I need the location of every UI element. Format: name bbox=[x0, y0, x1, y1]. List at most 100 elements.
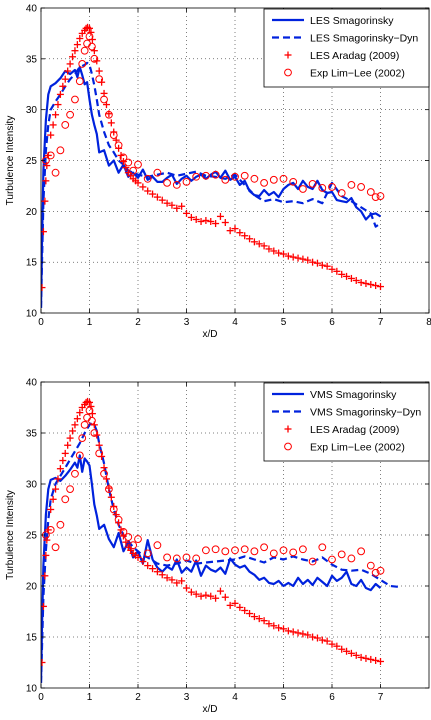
data-point bbox=[66, 110, 74, 119]
x-tick-label: 8 bbox=[426, 317, 431, 328]
data-point bbox=[376, 566, 385, 575]
data-point bbox=[95, 449, 104, 458]
data-point bbox=[372, 282, 380, 290]
data-point bbox=[95, 67, 103, 75]
data-point bbox=[308, 179, 317, 188]
data-point bbox=[129, 166, 138, 175]
legend-label: LES Smagorinsky bbox=[310, 15, 394, 27]
series-group bbox=[41, 23, 385, 308]
data-point bbox=[221, 593, 229, 601]
data-point bbox=[41, 572, 49, 580]
data-point bbox=[260, 543, 269, 552]
data-point bbox=[265, 245, 273, 253]
legend-label: LES Smagorinsky−Dyn bbox=[310, 32, 418, 44]
data-point bbox=[61, 75, 69, 83]
legend-item: Exp Lim−Lee (2002) bbox=[284, 67, 405, 79]
data-point bbox=[41, 284, 46, 292]
y-tick-label: 20 bbox=[26, 582, 38, 593]
x-tick-label: 2 bbox=[135, 692, 141, 703]
data-point bbox=[212, 220, 220, 228]
data-point bbox=[88, 42, 96, 51]
data-point bbox=[371, 193, 380, 202]
y-tick-label: 40 bbox=[26, 378, 38, 389]
data-point bbox=[313, 634, 321, 642]
data-point bbox=[338, 645, 346, 653]
data-point bbox=[357, 279, 365, 286]
series-solid-line bbox=[41, 65, 382, 308]
data-point bbox=[139, 183, 147, 191]
data-point bbox=[187, 588, 195, 596]
data-point bbox=[357, 547, 366, 556]
legend-item: Exp Lim−Lee (2002) bbox=[284, 441, 405, 453]
x-tick-label: 5 bbox=[281, 317, 287, 328]
data-point bbox=[216, 212, 224, 220]
data-point bbox=[56, 146, 65, 155]
legend-label: Exp Lim−Lee (2002) bbox=[310, 441, 405, 453]
data-point bbox=[192, 554, 201, 563]
x-tick-label: 7 bbox=[378, 317, 384, 328]
legend-label: Exp Lim−Lee (2002) bbox=[310, 67, 405, 79]
data-point bbox=[51, 543, 60, 552]
data-point bbox=[163, 199, 171, 207]
data-point bbox=[95, 441, 103, 449]
data-point bbox=[328, 555, 336, 564]
y-tick-label: 40 bbox=[26, 4, 38, 15]
data-point bbox=[202, 171, 210, 180]
x-tick-label: 6 bbox=[329, 692, 335, 703]
data-point bbox=[246, 235, 254, 243]
data-point bbox=[163, 574, 171, 582]
data-point bbox=[107, 493, 115, 501]
legend-swatch bbox=[284, 425, 292, 433]
data-point bbox=[207, 218, 215, 225]
data-point bbox=[105, 110, 113, 119]
data-point bbox=[289, 253, 297, 261]
data-point bbox=[333, 267, 341, 275]
x-tick-label: 0 bbox=[38, 317, 44, 328]
data-point bbox=[163, 553, 172, 562]
data-point bbox=[294, 254, 302, 262]
legend-label: VMS Smagorinsky bbox=[310, 389, 397, 401]
chart-bottom: 0 1 2 3 4 5 6 7 10 15 20 25 30 35 40 x/D Turbulence Inte… bbox=[5, 378, 430, 715]
x-tick-label: 6 bbox=[329, 317, 335, 328]
y-axis-label: Turbulence Intensity bbox=[5, 116, 16, 206]
data-point bbox=[304, 256, 312, 264]
data-point bbox=[66, 485, 74, 494]
data-point bbox=[289, 548, 298, 557]
data-point bbox=[88, 416, 96, 425]
data-point bbox=[255, 240, 263, 248]
data-point bbox=[85, 32, 94, 41]
data-point bbox=[163, 178, 172, 187]
y-tick-label: 35 bbox=[26, 429, 38, 440]
data-point bbox=[347, 554, 356, 563]
legend-item: LES Smagorinsky−Dyn bbox=[272, 32, 418, 44]
series-solid-line bbox=[41, 454, 382, 683]
data-point bbox=[289, 628, 297, 636]
data-point bbox=[231, 546, 239, 555]
data-point bbox=[377, 283, 384, 291]
data-point bbox=[43, 162, 51, 170]
data-point bbox=[231, 225, 239, 233]
data-point bbox=[187, 213, 195, 221]
data-point bbox=[100, 469, 108, 478]
data-point bbox=[41, 197, 49, 205]
data-point bbox=[95, 75, 104, 84]
data-point bbox=[323, 262, 331, 270]
data-point bbox=[73, 41, 81, 49]
data-point bbox=[47, 131, 55, 139]
data-point bbox=[299, 185, 307, 193]
data-point bbox=[260, 178, 269, 187]
data-point bbox=[153, 568, 161, 576]
y-tick-label: 30 bbox=[26, 480, 38, 491]
data-point bbox=[226, 227, 234, 235]
data-point bbox=[284, 252, 292, 260]
data-point bbox=[52, 485, 60, 493]
data-point bbox=[134, 179, 142, 187]
y-tick-label: 15 bbox=[26, 258, 38, 269]
x-tick-label: 7 bbox=[378, 692, 384, 703]
data-point bbox=[49, 495, 57, 503]
data-point bbox=[357, 653, 365, 661]
ticks: 0 1 2 3 4 5 6 7 8 10 15 20 25 30 35 40 bbox=[26, 4, 431, 329]
data-point bbox=[192, 215, 200, 223]
data-point bbox=[119, 528, 128, 536]
data-point bbox=[119, 532, 127, 540]
